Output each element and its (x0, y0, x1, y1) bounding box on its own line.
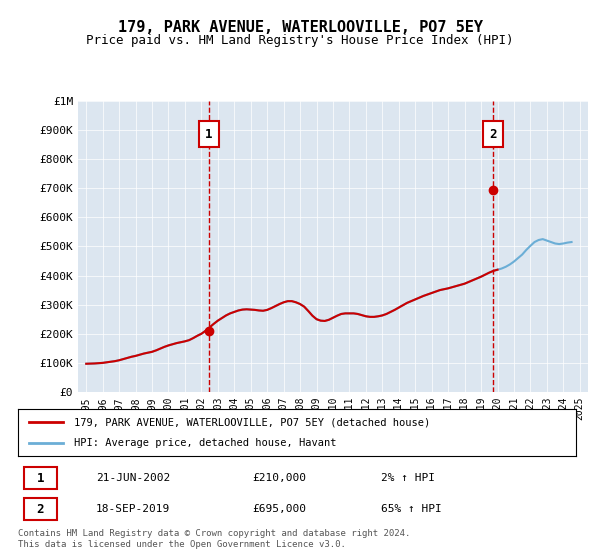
FancyBboxPatch shape (199, 121, 219, 147)
Text: £210,000: £210,000 (253, 473, 307, 483)
FancyBboxPatch shape (23, 467, 57, 489)
Text: 179, PARK AVENUE, WATERLOOVILLE, PO7 5EY: 179, PARK AVENUE, WATERLOOVILLE, PO7 5EY (118, 20, 482, 35)
Text: 2: 2 (37, 502, 44, 516)
Text: 2% ↑ HPI: 2% ↑ HPI (381, 473, 434, 483)
Text: Contains HM Land Registry data © Crown copyright and database right 2024.
This d: Contains HM Land Registry data © Crown c… (18, 529, 410, 549)
Text: 65% ↑ HPI: 65% ↑ HPI (381, 504, 442, 514)
Text: 2: 2 (489, 128, 497, 141)
Text: Price paid vs. HM Land Registry's House Price Index (HPI): Price paid vs. HM Land Registry's House … (86, 34, 514, 46)
Text: 21-JUN-2002: 21-JUN-2002 (96, 473, 170, 483)
Text: 1: 1 (205, 128, 213, 141)
Text: 179, PARK AVENUE, WATERLOOVILLE, PO7 5EY (detached house): 179, PARK AVENUE, WATERLOOVILLE, PO7 5EY… (74, 417, 430, 427)
Text: 18-SEP-2019: 18-SEP-2019 (96, 504, 170, 514)
FancyBboxPatch shape (23, 498, 57, 520)
Text: £695,000: £695,000 (253, 504, 307, 514)
FancyBboxPatch shape (483, 121, 503, 147)
Text: 1: 1 (37, 472, 44, 484)
Text: HPI: Average price, detached house, Havant: HPI: Average price, detached house, Hava… (74, 438, 337, 448)
